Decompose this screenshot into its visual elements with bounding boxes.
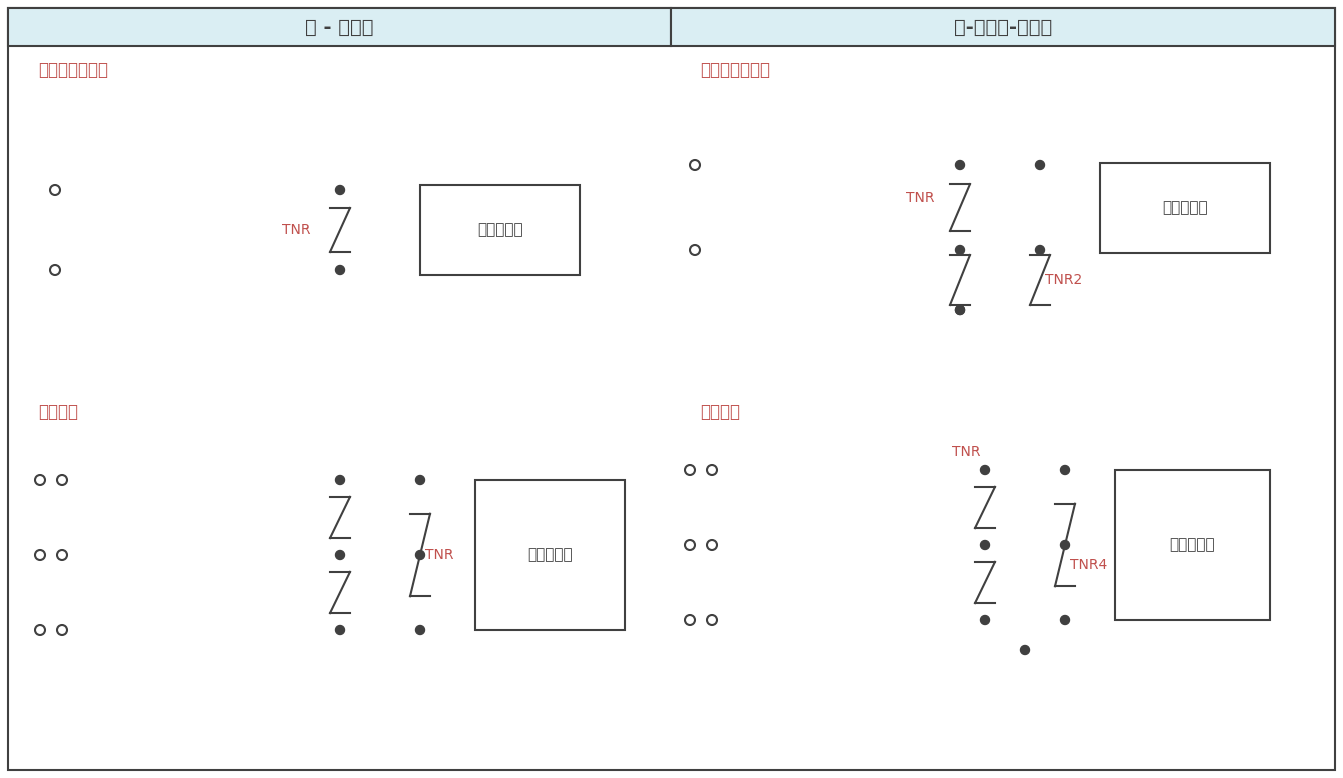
Circle shape <box>1035 246 1045 254</box>
Bar <box>1115 470 1270 620</box>
Circle shape <box>415 475 424 485</box>
Circle shape <box>415 626 424 635</box>
Text: 直流或单相交流: 直流或单相交流 <box>38 61 107 79</box>
Text: 三相交流: 三相交流 <box>38 403 78 421</box>
Text: 需保护线路: 需保护线路 <box>477 223 522 237</box>
Circle shape <box>56 475 67 485</box>
Text: 直流或单相交流: 直流或单相交流 <box>700 61 770 79</box>
Bar <box>8 8 672 46</box>
Circle shape <box>706 540 717 550</box>
Text: TNR: TNR <box>951 445 980 459</box>
Text: TNR: TNR <box>424 548 454 562</box>
Circle shape <box>50 185 60 195</box>
Circle shape <box>980 615 990 625</box>
Circle shape <box>56 625 67 635</box>
Circle shape <box>980 541 990 549</box>
Circle shape <box>685 540 694 550</box>
Circle shape <box>685 615 694 625</box>
Circle shape <box>50 265 60 275</box>
Text: TNR2: TNR2 <box>1045 273 1082 287</box>
Circle shape <box>35 475 46 485</box>
Bar <box>420 185 580 275</box>
Text: 三相交流: 三相交流 <box>700 403 740 421</box>
Text: 需保护线路: 需保护线路 <box>1162 200 1207 215</box>
Circle shape <box>685 465 694 475</box>
Circle shape <box>955 306 964 314</box>
Circle shape <box>336 185 345 194</box>
Circle shape <box>980 465 990 475</box>
Text: 需保护线路: 需保护线路 <box>1170 538 1215 552</box>
Bar <box>1100 163 1270 253</box>
Circle shape <box>415 551 424 559</box>
Circle shape <box>955 160 964 170</box>
Circle shape <box>1035 160 1045 170</box>
Text: 线-线和线-地保护: 线-线和线-地保护 <box>954 17 1052 37</box>
Text: TNR4: TNR4 <box>1070 558 1107 572</box>
Circle shape <box>35 550 46 560</box>
Circle shape <box>955 306 964 314</box>
Circle shape <box>1061 465 1069 475</box>
Circle shape <box>706 615 717 625</box>
Circle shape <box>706 465 717 475</box>
Circle shape <box>690 160 700 170</box>
Text: TNR: TNR <box>282 223 310 237</box>
Circle shape <box>336 265 345 275</box>
Circle shape <box>1061 615 1069 625</box>
Text: 线 - 线保护: 线 - 线保护 <box>305 17 373 37</box>
Bar <box>475 480 624 630</box>
Text: 需保护线路: 需保护线路 <box>528 548 573 562</box>
Circle shape <box>955 246 964 254</box>
Circle shape <box>336 475 345 485</box>
Circle shape <box>56 550 67 560</box>
Circle shape <box>1061 541 1069 549</box>
Circle shape <box>35 625 46 635</box>
Circle shape <box>1021 646 1030 654</box>
Circle shape <box>336 551 345 559</box>
Bar <box>672 8 1335 46</box>
Circle shape <box>690 245 700 255</box>
Text: TNR: TNR <box>907 191 935 205</box>
Circle shape <box>336 626 345 635</box>
